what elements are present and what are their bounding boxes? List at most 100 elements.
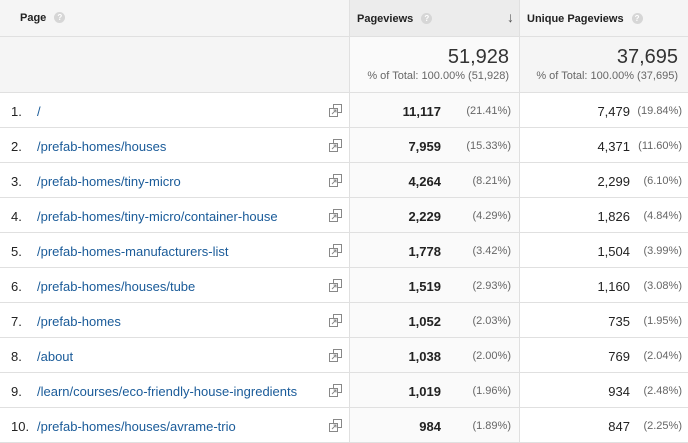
unique-pageviews-percent: (4.84%) [643, 210, 682, 222]
table-row: 8. /about 1,038 (2.00%) 769 (2.04%) [0, 338, 688, 373]
pageviews-cell: 2,229 (4.29%) [349, 198, 519, 232]
pageviews-percent: (8.21%) [472, 175, 511, 187]
external-link-icon[interactable] [329, 279, 342, 292]
page-cell: 7. /prefab-homes [0, 303, 349, 337]
unique-pageviews-percent: (2.04%) [643, 350, 682, 362]
pageviews-percent: (4.29%) [472, 210, 511, 222]
external-link-icon[interactable] [329, 209, 342, 222]
pageviews-cell: 1,052 (2.03%) [349, 303, 519, 337]
row-index: 8. [11, 349, 22, 364]
pageviews-percent: (3.42%) [472, 245, 511, 257]
external-link-icon[interactable] [329, 104, 342, 117]
unique-pageviews-percent: (6.10%) [643, 175, 682, 187]
unique-pageviews-cell: 769 (2.04%) [519, 338, 688, 372]
unique-pageviews-cell: 1,160 (3.08%) [519, 268, 688, 302]
unique-pageviews-value: 2,299 [597, 174, 630, 189]
unique-pageviews-cell: 847 (2.25%) [519, 408, 688, 442]
row-index: 1. [11, 104, 22, 119]
pageviews-cell: 1,519 (2.93%) [349, 268, 519, 302]
totals-pageviews-cell: 51,928 % of Total: 100.00% (51,928) [349, 37, 519, 92]
page-cell: 10. /prefab-homes/houses/avrame-trio [0, 408, 349, 442]
external-link-icon[interactable] [329, 139, 342, 152]
pageviews-cell: 4,264 (8.21%) [349, 163, 519, 197]
sort-descending-icon[interactable]: ↓ [507, 9, 514, 25]
table-row: 9. /learn/courses/eco-friendly-house-ingr… [0, 373, 688, 408]
unique-pageviews-cell: 4,371 (11.60%) [519, 128, 688, 162]
page-path-link[interactable]: /prefab-homes [37, 314, 121, 329]
pageviews-percent: (2.93%) [472, 280, 511, 292]
unique-pageviews-cell: 7,479 (19.84%) [519, 93, 688, 127]
page-path-link[interactable]: /prefab-homes/tiny-micro/container-house [37, 209, 278, 224]
table-row: 1. / 11,117 (21.41%) 7,479 (19.84%) [0, 93, 688, 128]
unique-pageviews-cell: 1,826 (4.84%) [519, 198, 688, 232]
pageviews-cell: 1,038 (2.00%) [349, 338, 519, 372]
pageviews-value: 2,229 [408, 209, 441, 224]
unique-pageviews-column-header[interactable]: Unique Pageviews? [519, 0, 688, 36]
table-row: 10. /prefab-homes/houses/avrame-trio 984 (1… [0, 408, 688, 443]
page-path-link[interactable]: /about [37, 349, 74, 364]
unique-pageviews-percent: (2.48%) [643, 385, 682, 397]
unique-pageviews-cell: 735 (1.95%) [519, 303, 688, 337]
pageviews-value: 1,038 [408, 349, 441, 364]
page-path-link[interactable]: /prefab-homes/houses/tube [37, 279, 196, 294]
total-pageviews: 51,928 [447, 46, 509, 68]
table-row: 3. /prefab-homes/tiny-micro 4,264 (8.21%) 2,… [0, 163, 688, 198]
page-path-link[interactable]: /prefab-homes/houses/avrame-trio [37, 419, 236, 434]
pageviews-cell: 1,778 (3.42%) [349, 233, 519, 267]
external-link-icon[interactable] [329, 419, 342, 432]
pageviews-value: 7,959 [408, 139, 441, 154]
page-path-link[interactable]: /prefab-homes-manufacturers-list [37, 244, 229, 259]
help-icon[interactable]: ? [54, 12, 66, 23]
unique-pageviews-value: 4,371 [597, 139, 630, 154]
row-index: 2. [11, 139, 22, 154]
pageviews-percent: (21.41%) [466, 105, 511, 117]
external-link-icon[interactable] [329, 314, 342, 327]
pageviews-column-header[interactable]: Pageviews? ↓ [349, 0, 519, 36]
external-link-icon[interactable] [329, 174, 342, 187]
unique-pageviews-percent: (3.08%) [643, 280, 682, 292]
pageviews-value: 4,264 [408, 174, 441, 189]
unique-pageviews-cell: 2,299 (6.10%) [519, 163, 688, 197]
page-cell: 5. /prefab-homes-manufacturers-list [0, 233, 349, 267]
table-row: 2. /prefab-homes/houses 7,959 (15.33%) 4,371… [0, 128, 688, 163]
row-index: 3. [11, 174, 22, 189]
unique-pageviews-value: 934 [608, 384, 630, 399]
unique-pageviews-value: 1,160 [597, 279, 630, 294]
unique-pageviews-percent: (19.84%) [637, 105, 682, 117]
unique-pageviews-value: 847 [608, 419, 630, 434]
unique-pageviews-cell: 934 (2.48%) [519, 373, 688, 407]
table-row: 4. /prefab-homes/tiny-micro/container-hou… [0, 198, 688, 233]
help-icon[interactable]: ? [631, 13, 643, 24]
page-path-link[interactable]: /prefab-homes/tiny-micro [37, 174, 181, 189]
table-row: 7. /prefab-homes 1,052 (2.03%) 735 (1.95%) [0, 303, 688, 338]
help-icon[interactable]: ? [421, 13, 433, 24]
pageviews-cell: 7,959 (15.33%) [349, 128, 519, 162]
row-index: 5. [11, 244, 22, 259]
total-pageviews-percent: % of Total: 100.00% (51,928) [367, 70, 509, 82]
external-link-icon[interactable] [329, 349, 342, 362]
pageviews-cell: 984 (1.89%) [349, 408, 519, 442]
page-path-link[interactable]: / [37, 104, 41, 119]
pageviews-value: 1,778 [408, 244, 441, 259]
page-column-header[interactable]: Page? [0, 0, 349, 36]
total-unique-pageviews: 37,695 [616, 46, 678, 68]
unique-pageviews-column-label: Unique Pageviews [527, 13, 624, 25]
row-index: 4. [11, 209, 22, 224]
row-index: 9. [11, 384, 22, 399]
row-index: 10. [11, 419, 30, 434]
external-link-icon[interactable] [329, 384, 342, 397]
pageviews-percent: (1.96%) [472, 385, 511, 397]
external-link-icon[interactable] [329, 244, 342, 257]
pageviews-cell: 1,019 (1.96%) [349, 373, 519, 407]
pageviews-value: 11,117 [402, 104, 441, 119]
unique-pageviews-value: 769 [608, 349, 630, 364]
unique-pageviews-value: 7,479 [597, 104, 630, 119]
page-path-link[interactable]: /prefab-homes/houses [37, 139, 167, 154]
unique-pageviews-value: 735 [608, 314, 630, 329]
pageviews-percent: (2.03%) [472, 315, 511, 327]
page-path-link[interactable]: /learn/courses/eco-friendly-house-ingred… [37, 384, 298, 399]
pageviews-cell: 11,117 (21.41%) [349, 93, 519, 127]
unique-pageviews-cell: 1,504 (3.99%) [519, 233, 688, 267]
unique-pageviews-value: 1,826 [597, 209, 630, 224]
